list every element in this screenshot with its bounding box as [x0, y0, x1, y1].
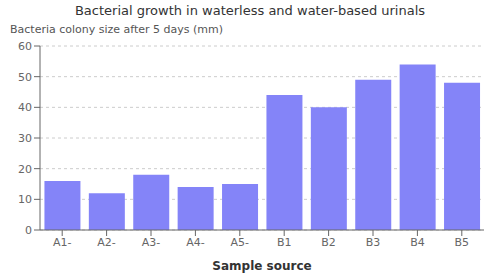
svg-text:A1-: A1-	[53, 236, 72, 249]
svg-text:30: 30	[18, 132, 32, 145]
html-text:Bacterial growth in waterless: Bacterial growth in waterless and water-…	[74, 3, 426, 18]
svg-text:Sample source: Sample source	[212, 259, 311, 273]
svg-text:B1: B1	[277, 236, 292, 249]
svg-text:50: 50	[18, 71, 32, 84]
svg-text:A5-: A5-	[231, 236, 250, 249]
svg-text:0: 0	[25, 224, 32, 237]
svg-text:B5: B5	[455, 236, 470, 249]
svg-text:B3: B3	[366, 236, 381, 249]
svg-text:20: 20	[18, 163, 32, 176]
svg-text:A2-: A2-	[97, 236, 116, 249]
svg-text:B4: B4	[410, 236, 425, 249]
html-text:Bacteria colony size after 5 d: Bacteria colony size after 5 days (mm)	[10, 23, 224, 36]
svg-text:A4-: A4-	[186, 236, 205, 249]
svg-text:60: 60	[18, 40, 32, 53]
svg-text:A3-: A3-	[142, 236, 161, 249]
svg-text:10: 10	[18, 193, 32, 206]
svg-text:B2: B2	[321, 236, 336, 249]
svg-text:40: 40	[18, 101, 32, 114]
